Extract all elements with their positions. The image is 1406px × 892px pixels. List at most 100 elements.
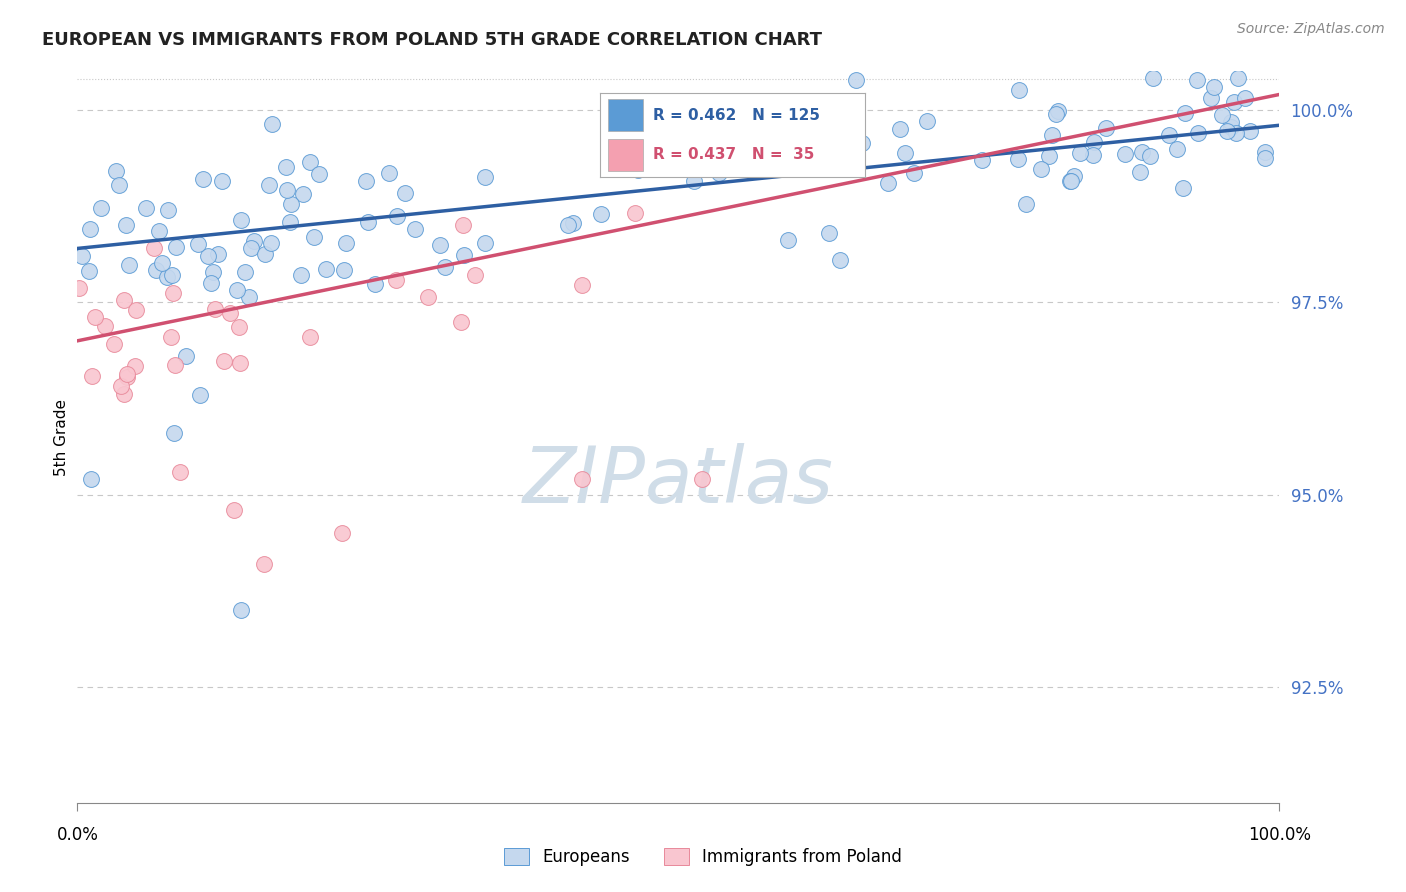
Point bbox=[1173, 181, 1195, 195]
Point bbox=[765, 158, 787, 172]
Point bbox=[828, 253, 851, 268]
Point bbox=[298, 330, 321, 344]
Point bbox=[160, 268, 183, 282]
Point bbox=[1219, 115, 1241, 129]
Point bbox=[145, 263, 167, 277]
Point bbox=[211, 174, 233, 188]
Point bbox=[1187, 126, 1209, 140]
Point bbox=[416, 290, 439, 304]
Point bbox=[1130, 145, 1153, 159]
Point bbox=[239, 241, 262, 255]
Point bbox=[1081, 147, 1104, 161]
Point bbox=[877, 177, 900, 191]
Point bbox=[707, 166, 730, 180]
Point bbox=[228, 320, 250, 334]
Point bbox=[1174, 106, 1197, 120]
Point bbox=[77, 264, 100, 278]
Point bbox=[188, 388, 211, 402]
Point bbox=[1142, 70, 1164, 85]
Point bbox=[304, 229, 326, 244]
Point bbox=[562, 216, 585, 230]
Point bbox=[1008, 83, 1031, 97]
Point bbox=[683, 174, 706, 188]
Point bbox=[1129, 164, 1152, 178]
Point bbox=[200, 276, 222, 290]
Point bbox=[915, 114, 938, 128]
Point bbox=[80, 472, 103, 486]
Point bbox=[278, 214, 301, 228]
Point bbox=[1040, 128, 1063, 142]
Point bbox=[197, 248, 219, 262]
Point bbox=[219, 306, 242, 320]
Point bbox=[1094, 121, 1116, 136]
Point bbox=[160, 330, 183, 344]
Point bbox=[163, 426, 186, 441]
Point bbox=[231, 213, 253, 227]
Point bbox=[70, 249, 93, 263]
Point bbox=[253, 557, 276, 571]
Point bbox=[1227, 71, 1250, 86]
Point bbox=[79, 221, 101, 235]
Point bbox=[162, 286, 184, 301]
Point bbox=[464, 268, 486, 283]
Point bbox=[354, 174, 377, 188]
Point bbox=[292, 186, 315, 201]
Point bbox=[903, 166, 925, 180]
Text: Source: ZipAtlas.com: Source: ZipAtlas.com bbox=[1237, 22, 1385, 37]
Point bbox=[233, 265, 256, 279]
Point bbox=[824, 114, 846, 128]
Point bbox=[1059, 174, 1081, 188]
Point bbox=[1045, 107, 1067, 121]
Point bbox=[156, 269, 179, 284]
Point bbox=[363, 277, 385, 292]
Point bbox=[204, 301, 226, 316]
Point bbox=[80, 369, 103, 384]
Point bbox=[571, 472, 593, 486]
Point bbox=[1083, 135, 1105, 149]
Point bbox=[333, 262, 356, 277]
Point bbox=[207, 247, 229, 261]
Point bbox=[776, 233, 799, 247]
Point bbox=[385, 209, 408, 223]
Point bbox=[474, 236, 496, 251]
Point bbox=[1015, 196, 1038, 211]
Point bbox=[104, 164, 127, 178]
Point bbox=[557, 218, 579, 232]
Point bbox=[1029, 161, 1052, 176]
Point bbox=[1225, 126, 1247, 140]
Point bbox=[1220, 120, 1243, 134]
Point bbox=[156, 202, 179, 217]
Point bbox=[1038, 149, 1060, 163]
Point bbox=[377, 166, 399, 180]
Point bbox=[404, 222, 426, 236]
Point bbox=[148, 224, 170, 238]
Point bbox=[1114, 146, 1136, 161]
Point bbox=[591, 206, 613, 220]
Point bbox=[315, 262, 337, 277]
Point bbox=[114, 218, 136, 232]
Legend: Europeans, Immigrants from Poland: Europeans, Immigrants from Poland bbox=[496, 840, 910, 875]
Point bbox=[298, 155, 321, 169]
Point bbox=[835, 153, 858, 168]
Text: ZIPatlas: ZIPatlas bbox=[523, 443, 834, 519]
Point bbox=[1159, 128, 1181, 143]
Point bbox=[1047, 104, 1070, 119]
Point bbox=[692, 472, 714, 486]
Point bbox=[433, 260, 456, 274]
Point bbox=[627, 162, 650, 177]
Point bbox=[260, 117, 283, 131]
Point bbox=[889, 121, 911, 136]
Point bbox=[1216, 124, 1239, 138]
Point bbox=[851, 136, 873, 151]
Text: EUROPEAN VS IMMIGRANTS FROM POLAND 5TH GRADE CORRELATION CHART: EUROPEAN VS IMMIGRANTS FROM POLAND 5TH G… bbox=[42, 31, 823, 49]
Point bbox=[110, 379, 132, 393]
Point bbox=[118, 258, 141, 272]
Point bbox=[429, 238, 451, 252]
Point bbox=[450, 315, 472, 329]
Point bbox=[787, 142, 810, 156]
Point bbox=[150, 256, 173, 270]
Point bbox=[242, 234, 264, 248]
Point bbox=[676, 153, 699, 167]
Point bbox=[174, 349, 197, 363]
Point bbox=[1234, 91, 1257, 105]
